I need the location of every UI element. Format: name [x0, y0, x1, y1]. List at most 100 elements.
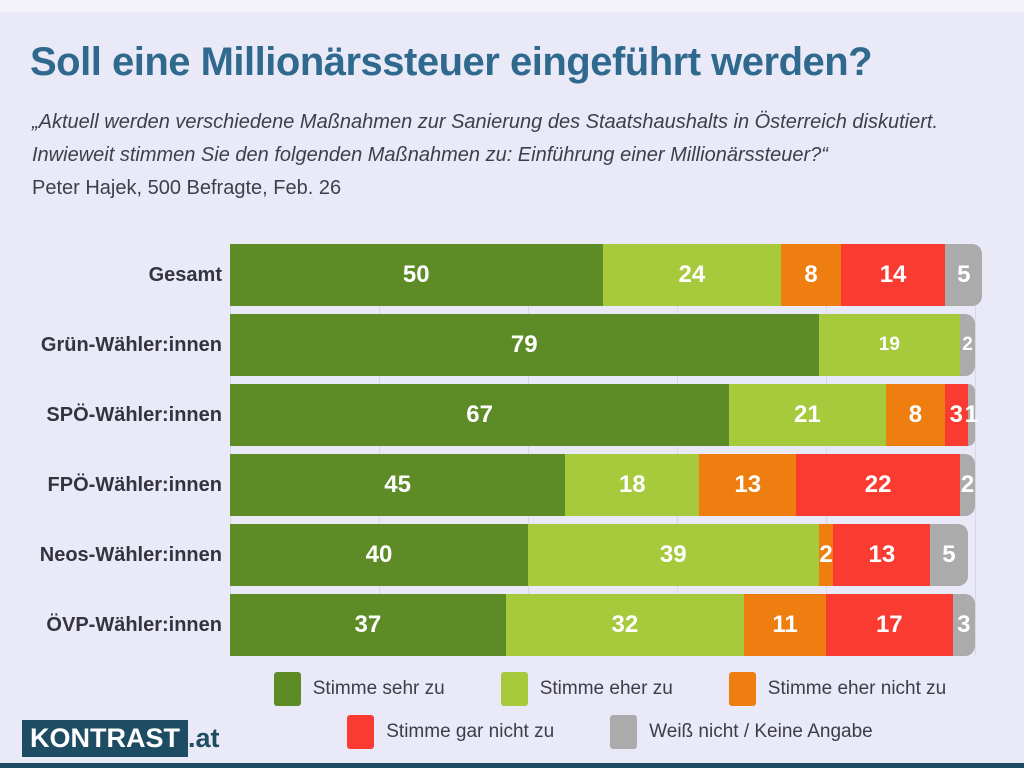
legend-swatch-icon: [500, 672, 528, 706]
legend-label: Weiß nicht / Keine Angabe: [649, 721, 873, 742]
bar-value-label: 67: [466, 401, 493, 428]
chart-row: ÖVP-Wähler:innen 37 32 11 17 3: [0, 594, 1024, 656]
bar-value-label: 13: [868, 541, 896, 568]
bar-segment: 2: [818, 524, 834, 586]
legend-swatch-icon: [273, 672, 301, 706]
bar-segment: 24: [602, 244, 782, 306]
bar-segment: 37: [230, 594, 506, 656]
bar-value-label: 17: [875, 611, 903, 638]
bar-segment: 14: [840, 244, 946, 306]
bar-value-label: 13: [734, 471, 762, 498]
bar-segment: 2: [960, 454, 975, 516]
row-label: Grün-Wähler:innen: [40, 334, 222, 356]
legend-label: Stimme gar nicht zu: [386, 721, 555, 742]
chart-row: Neos-Wähler:innen 40 39 2 13 5: [0, 524, 1024, 586]
bar-stack: 37 32 11 17 3: [230, 594, 975, 656]
row-label: FPÖ-Wähler:innen: [47, 474, 222, 496]
bar-value-label: 45: [384, 471, 411, 498]
bar-segment: 3: [945, 384, 968, 446]
bar-segment: 1: [964, 384, 978, 446]
kontrast-logo: KONTRAST .at: [22, 720, 220, 757]
bar-value-label: 2: [962, 334, 973, 355]
bar-value-label: 2: [819, 541, 833, 568]
row-label: SPÖ-Wähler:innen: [46, 404, 222, 426]
bar-segment: 8: [781, 244, 841, 306]
bar-value-label: 5: [942, 541, 956, 568]
top-band: [0, 0, 1024, 12]
bar-stack: 67 21 8 3 1: [230, 384, 978, 446]
bar-value-label: 39: [659, 541, 687, 568]
bar-value-label: 3: [957, 611, 971, 638]
legend-label: Stimme eher zu: [539, 678, 673, 699]
chart-row: FPÖ-Wähler:innen 45 18 13 22 2: [0, 454, 1024, 516]
bar-segment: 22: [796, 454, 961, 516]
bar-segment: 13: [833, 524, 931, 586]
bar-value-label: 11: [772, 611, 798, 638]
bar-segment: 17: [825, 594, 953, 656]
survey-source: Peter Hajek, 500 Befragte, Feb. 26: [32, 177, 342, 199]
bar-segment: 45: [230, 454, 566, 516]
bar-segment: 8: [885, 384, 946, 446]
bar-value-label: 19: [878, 334, 900, 355]
chart-row: SPÖ-Wähler:innen 67 21 8 3 1: [0, 384, 1024, 446]
bar-value-label: 32: [611, 611, 639, 638]
bar-value-label: 18: [618, 471, 646, 498]
bar-segment: 21: [729, 384, 886, 446]
bar-value-label: 2: [960, 471, 975, 498]
gridline-0: [230, 244, 231, 656]
survey-question-line-2: Inwieweit stimmen Sie den folgenden Maßn…: [32, 144, 828, 166]
bar-value-label: 8: [804, 261, 818, 288]
bar-stack: 79 19 2: [230, 314, 975, 376]
bar-stack: 40 39 2 13 5: [230, 524, 968, 586]
bar-value-label: 1: [964, 401, 978, 428]
bar-segment: 18: [565, 454, 700, 516]
bar-segment: 32: [505, 594, 745, 656]
bar-segment: 5: [945, 244, 983, 306]
legend-item: Weiß nicht / Keine Angabe: [610, 715, 873, 749]
bar-segment: 50: [230, 244, 603, 306]
bar-segment: 3: [952, 594, 975, 656]
legend-item: Stimme eher nicht zu: [728, 672, 947, 706]
logo-suffix-text: .at: [188, 723, 220, 753]
bar-segment: 79: [230, 314, 819, 376]
legend-item: Stimme gar nicht zu: [347, 715, 554, 749]
bar-value-label: 21: [794, 401, 821, 428]
bottom-accent-bar: [0, 763, 1024, 768]
bar-segment: 11: [744, 594, 826, 656]
stacked-bar-chart: Gesamt 50 24 8 14 5 Grün-Wähler:innen 79 19 2 SPÖ-…: [0, 244, 1024, 656]
bar-value-label: 79: [510, 331, 538, 358]
legend-swatch-icon: [347, 715, 375, 749]
bar-value-label: 5: [957, 261, 971, 288]
survey-question-line-1: „Aktuell werden verschiedene Maßnahmen z…: [32, 111, 939, 133]
bar-segment: 2: [960, 314, 975, 376]
bar-stack: 50 24 8 14 5: [230, 244, 983, 306]
bar-segment: 67: [230, 384, 730, 446]
legend-swatch-icon: [728, 672, 756, 706]
legend-row: Stimme sehr zu Stimme eher zu Stimme eher …: [273, 672, 947, 706]
chart-legend: Stimme sehr zu Stimme eher zu Stimme eher …: [210, 672, 1010, 749]
legend-row: Stimme gar nicht zu Weiß nicht / Keine An…: [347, 715, 873, 749]
bar-value-label: 22: [864, 471, 892, 498]
page-title: Soll eine Millionärssteuer eingeführt we…: [30, 40, 873, 84]
bar-stack: 45 18 13 22 2: [230, 454, 975, 516]
bar-segment: 40: [230, 524, 528, 586]
bar-value-label: 14: [879, 261, 907, 288]
bar-value-label: 50: [402, 261, 430, 288]
bar-segment: 13: [699, 454, 797, 516]
row-label: ÖVP-Wähler:innen: [46, 614, 222, 636]
gridline-100: [975, 244, 976, 656]
chart-row: Grün-Wähler:innen 79 19 2: [0, 314, 1024, 376]
gridline-60: [677, 244, 678, 656]
row-label: Gesamt: [148, 264, 222, 286]
legend-label: Stimme sehr zu: [312, 678, 445, 699]
chart-row: Gesamt 50 24 8 14 5: [0, 244, 1024, 306]
legend-item: Stimme sehr zu: [273, 672, 445, 706]
legend-label: Stimme eher nicht zu: [767, 678, 947, 699]
bar-value-label: 8: [908, 401, 923, 428]
gridline-20: [379, 244, 380, 656]
gridline-40: [528, 244, 529, 656]
bar-segment: 5: [930, 524, 968, 586]
bar-value-label: 3: [949, 401, 964, 428]
legend-swatch-icon: [610, 715, 638, 749]
